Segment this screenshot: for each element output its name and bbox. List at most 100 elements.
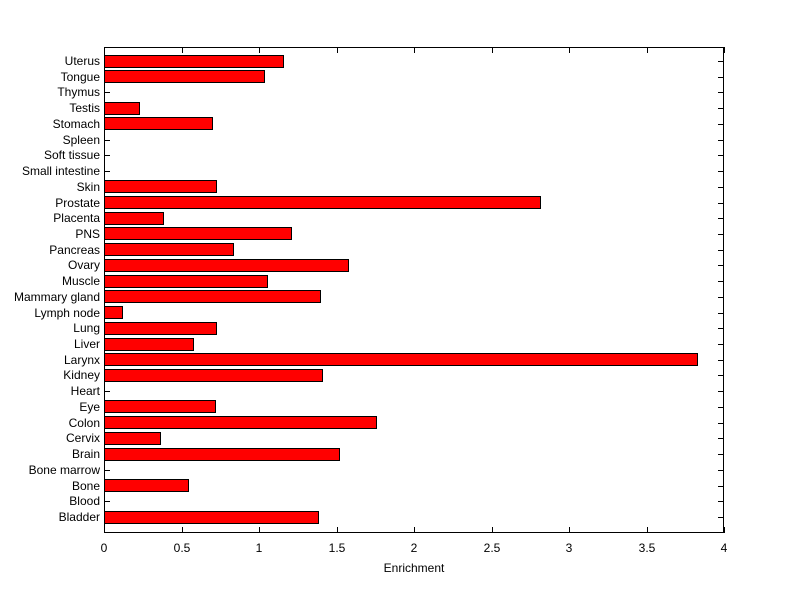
x-tick-label: 1.5 xyxy=(328,541,346,555)
y-tick-label: Bone marrow xyxy=(28,463,100,477)
y-tick-mark xyxy=(718,297,724,298)
y-tick-mark xyxy=(718,328,724,329)
y-tick-mark xyxy=(104,92,110,93)
y-tick-mark xyxy=(718,344,724,345)
y-tick-mark xyxy=(718,313,724,314)
y-tick-mark xyxy=(718,203,724,204)
x-tick-mark xyxy=(337,527,338,533)
y-tick-mark xyxy=(104,171,110,172)
y-tick-label: PNS xyxy=(75,227,100,241)
y-tick-label: Liver xyxy=(73,337,100,351)
y-tick-mark xyxy=(718,218,724,219)
y-tick-mark xyxy=(718,486,724,487)
x-tick-mark xyxy=(182,47,183,53)
y-tick-mark xyxy=(104,391,110,392)
y-tick-mark xyxy=(104,501,110,502)
y-tick-label: Mammary gland xyxy=(13,290,100,304)
y-tick-mark xyxy=(718,438,724,439)
y-tick-mark xyxy=(718,375,724,376)
x-tick-label: 4 xyxy=(720,541,728,555)
y-tick-mark xyxy=(104,155,110,156)
y-tick-mark xyxy=(718,124,724,125)
y-tick-mark xyxy=(718,454,724,455)
x-tick-mark xyxy=(569,527,570,533)
y-tick-mark xyxy=(104,470,110,471)
y-tick-mark xyxy=(718,470,724,471)
bar xyxy=(104,400,216,413)
y-tick-label: Colon xyxy=(68,416,100,430)
x-tick-mark xyxy=(104,527,105,533)
y-tick-label: Stomach xyxy=(52,117,100,131)
y-tick-mark xyxy=(718,234,724,235)
x-tick-mark xyxy=(492,47,493,53)
x-tick-label: 1 xyxy=(255,541,263,555)
y-tick-label: Bone xyxy=(71,479,100,493)
bar xyxy=(104,55,284,68)
x-tick-mark xyxy=(569,47,570,53)
y-tick-mark xyxy=(718,250,724,251)
y-tick-mark xyxy=(718,155,724,156)
x-tick-label: 0 xyxy=(100,541,108,555)
y-tick-label: Kidney xyxy=(63,368,100,382)
y-tick-label: Lung xyxy=(73,321,100,335)
y-tick-label: Blood xyxy=(69,494,100,508)
y-tick-mark xyxy=(718,407,724,408)
bar xyxy=(104,180,217,193)
x-tick-mark xyxy=(104,47,105,53)
x-tick-mark xyxy=(182,527,183,533)
bar xyxy=(104,322,217,335)
y-tick-label: Skin xyxy=(76,180,100,194)
y-tick-label: Testis xyxy=(69,101,100,115)
y-tick-label: Small intestine xyxy=(21,164,100,178)
bar xyxy=(104,511,319,524)
y-tick-label: Cervix xyxy=(65,431,100,445)
x-tick-mark xyxy=(647,527,648,533)
y-tick-label: Brain xyxy=(71,447,100,461)
x-tick-label: 2.5 xyxy=(483,541,501,555)
bar xyxy=(104,102,140,115)
y-tick-label: Spleen xyxy=(62,133,100,147)
x-tick-mark xyxy=(414,527,415,533)
y-tick-mark xyxy=(718,61,724,62)
y-tick-mark xyxy=(718,265,724,266)
y-tick-mark xyxy=(718,92,724,93)
x-tick-label: 2 xyxy=(410,541,418,555)
bar xyxy=(104,212,164,225)
y-tick-label: Muscle xyxy=(61,274,100,288)
bar xyxy=(104,416,377,429)
y-tick-label: Bladder xyxy=(58,510,100,524)
y-tick-mark xyxy=(718,501,724,502)
y-tick-mark xyxy=(104,140,110,141)
bar xyxy=(104,275,268,288)
y-tick-mark xyxy=(718,171,724,172)
x-tick-mark xyxy=(647,47,648,53)
y-tick-mark xyxy=(718,517,724,518)
x-tick-label: 0.5 xyxy=(173,541,191,555)
y-tick-label: Pancreas xyxy=(49,243,100,257)
y-tick-mark xyxy=(718,360,724,361)
y-tick-mark xyxy=(718,187,724,188)
y-tick-label: Ovary xyxy=(67,258,100,272)
y-tick-label: Soft tissue xyxy=(43,148,100,162)
y-tick-label: Eye xyxy=(79,400,100,414)
bar xyxy=(104,353,698,366)
x-tick-mark xyxy=(414,47,415,53)
y-tick-mark xyxy=(718,140,724,141)
y-tick-label: Tongue xyxy=(60,70,100,84)
x-tick-label: 3.5 xyxy=(638,541,656,555)
bar xyxy=(104,70,265,83)
bar xyxy=(104,479,189,492)
y-tick-label: Heart xyxy=(70,384,100,398)
x-tick-mark xyxy=(724,527,725,533)
y-tick-label: Uterus xyxy=(64,54,100,68)
bar xyxy=(104,338,194,351)
bar xyxy=(104,243,234,256)
y-tick-label: Prostate xyxy=(55,196,100,210)
x-tick-mark xyxy=(492,527,493,533)
x-tick-mark xyxy=(259,47,260,53)
bar xyxy=(104,117,213,130)
y-tick-label: Larynx xyxy=(63,353,100,367)
bar xyxy=(104,259,349,272)
bar xyxy=(104,290,321,303)
